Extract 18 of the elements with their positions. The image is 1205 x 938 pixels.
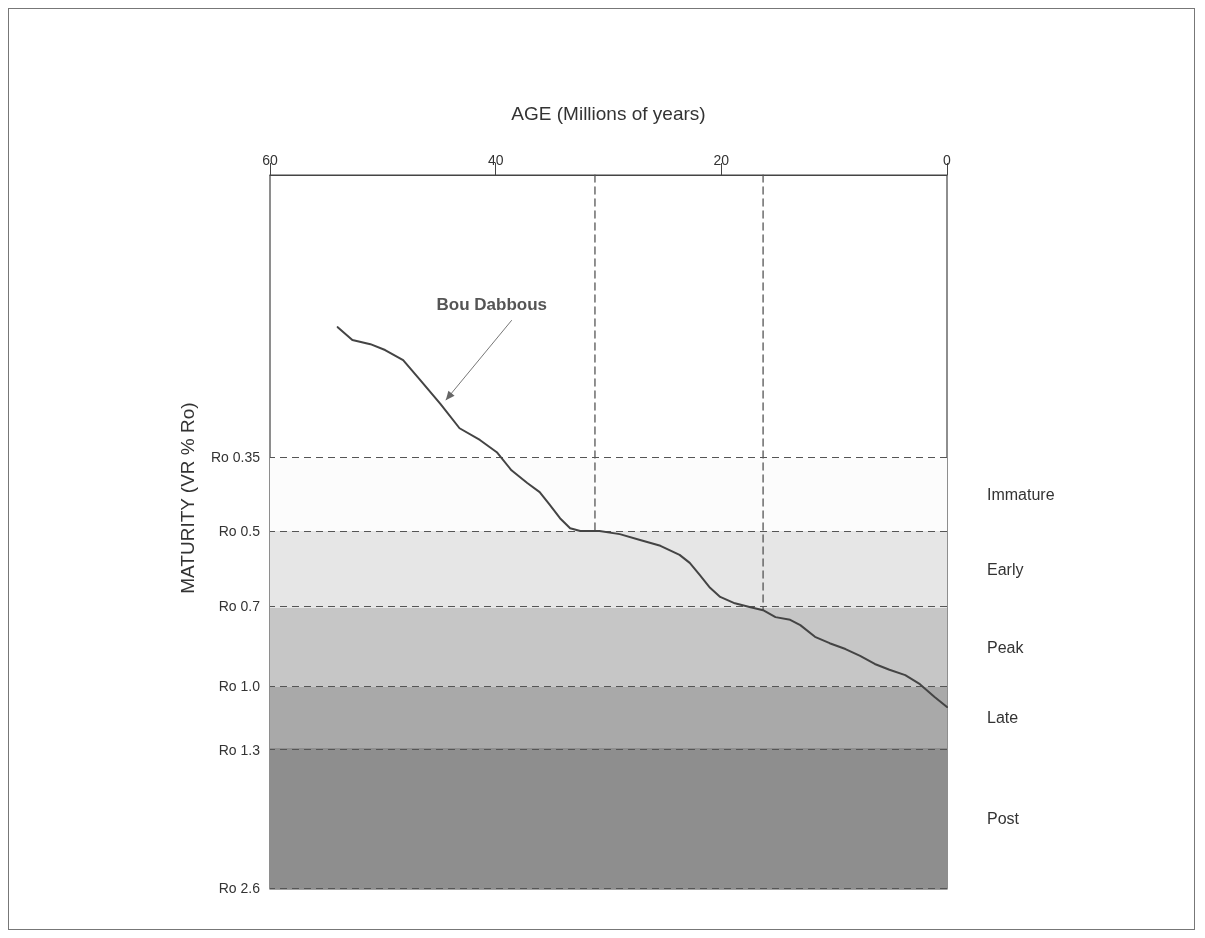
x-tick-label: 40 — [487, 152, 504, 168]
band-label: Post — [987, 810, 1020, 827]
band-label: Immature — [987, 485, 1055, 503]
ref-line-label: Ro 2.6 — [218, 879, 261, 896]
band-label: Peak — [987, 638, 1025, 656]
x-tick-label: 60 — [262, 152, 278, 168]
ref-line-label: Ro 0.35 — [210, 448, 261, 465]
x-axis-title: AGE (Millions of years) — [511, 103, 706, 124]
x-tick-label: 20 — [713, 152, 730, 168]
x-tick-label: 0 — [943, 152, 952, 168]
ref-line-label: Ro 1.3 — [218, 741, 261, 758]
ref-line-label: Ro 1.0 — [218, 677, 261, 694]
ref-line-label: Ro 0.7 — [218, 597, 261, 614]
annotation: Bou Dabbous — [436, 295, 548, 315]
y-axis-title: MATURITY (VR % Ro) — [177, 402, 198, 594]
ref-line-label: Ro 0.5 — [218, 523, 261, 540]
band-label: Late — [987, 708, 1019, 726]
band-label: Early — [987, 561, 1024, 579]
